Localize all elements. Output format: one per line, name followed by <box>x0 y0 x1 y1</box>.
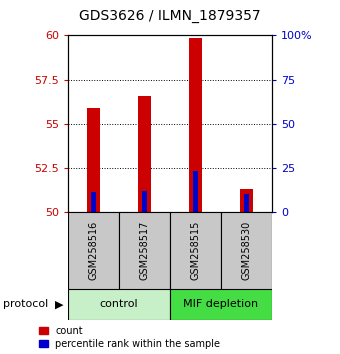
Bar <box>87 108 100 212</box>
Text: GSM258517: GSM258517 <box>139 221 150 280</box>
Bar <box>68 212 119 289</box>
Bar <box>244 194 249 212</box>
Text: MIF depletion: MIF depletion <box>184 299 258 309</box>
Bar <box>170 289 272 320</box>
Bar <box>240 189 253 212</box>
Bar <box>142 191 147 212</box>
Bar <box>193 171 198 212</box>
Bar <box>138 96 151 212</box>
Bar <box>189 38 202 212</box>
Legend: count, percentile rank within the sample: count, percentile rank within the sample <box>39 326 220 349</box>
Text: ▶: ▶ <box>55 299 64 309</box>
Bar <box>91 192 96 212</box>
Bar <box>221 212 272 289</box>
Bar <box>170 212 221 289</box>
Text: GSM258515: GSM258515 <box>190 221 201 280</box>
Text: control: control <box>100 299 138 309</box>
Text: protocol: protocol <box>3 299 49 309</box>
Text: GDS3626 / ILMN_1879357: GDS3626 / ILMN_1879357 <box>79 9 261 23</box>
Bar <box>68 289 170 320</box>
Bar <box>119 212 170 289</box>
Text: GSM258530: GSM258530 <box>241 221 252 280</box>
Text: GSM258516: GSM258516 <box>88 221 99 280</box>
